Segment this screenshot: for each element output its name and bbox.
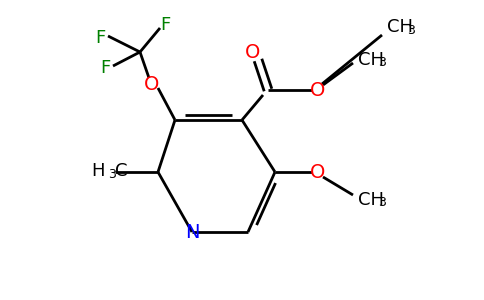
Text: O: O (310, 163, 326, 182)
Text: 3: 3 (378, 196, 386, 209)
Text: F: F (95, 29, 105, 47)
Text: CH: CH (358, 191, 384, 209)
Text: H: H (91, 162, 105, 180)
Text: C: C (115, 162, 127, 180)
Text: O: O (310, 80, 326, 100)
Text: 3: 3 (378, 56, 386, 70)
Text: N: N (185, 223, 199, 242)
Text: CH: CH (358, 51, 384, 69)
Text: O: O (144, 76, 160, 94)
Text: 3: 3 (108, 169, 116, 182)
Text: F: F (100, 59, 110, 77)
Text: F: F (160, 16, 170, 34)
Text: 3: 3 (407, 23, 415, 37)
Text: CH: CH (387, 18, 413, 36)
Text: O: O (245, 43, 261, 61)
